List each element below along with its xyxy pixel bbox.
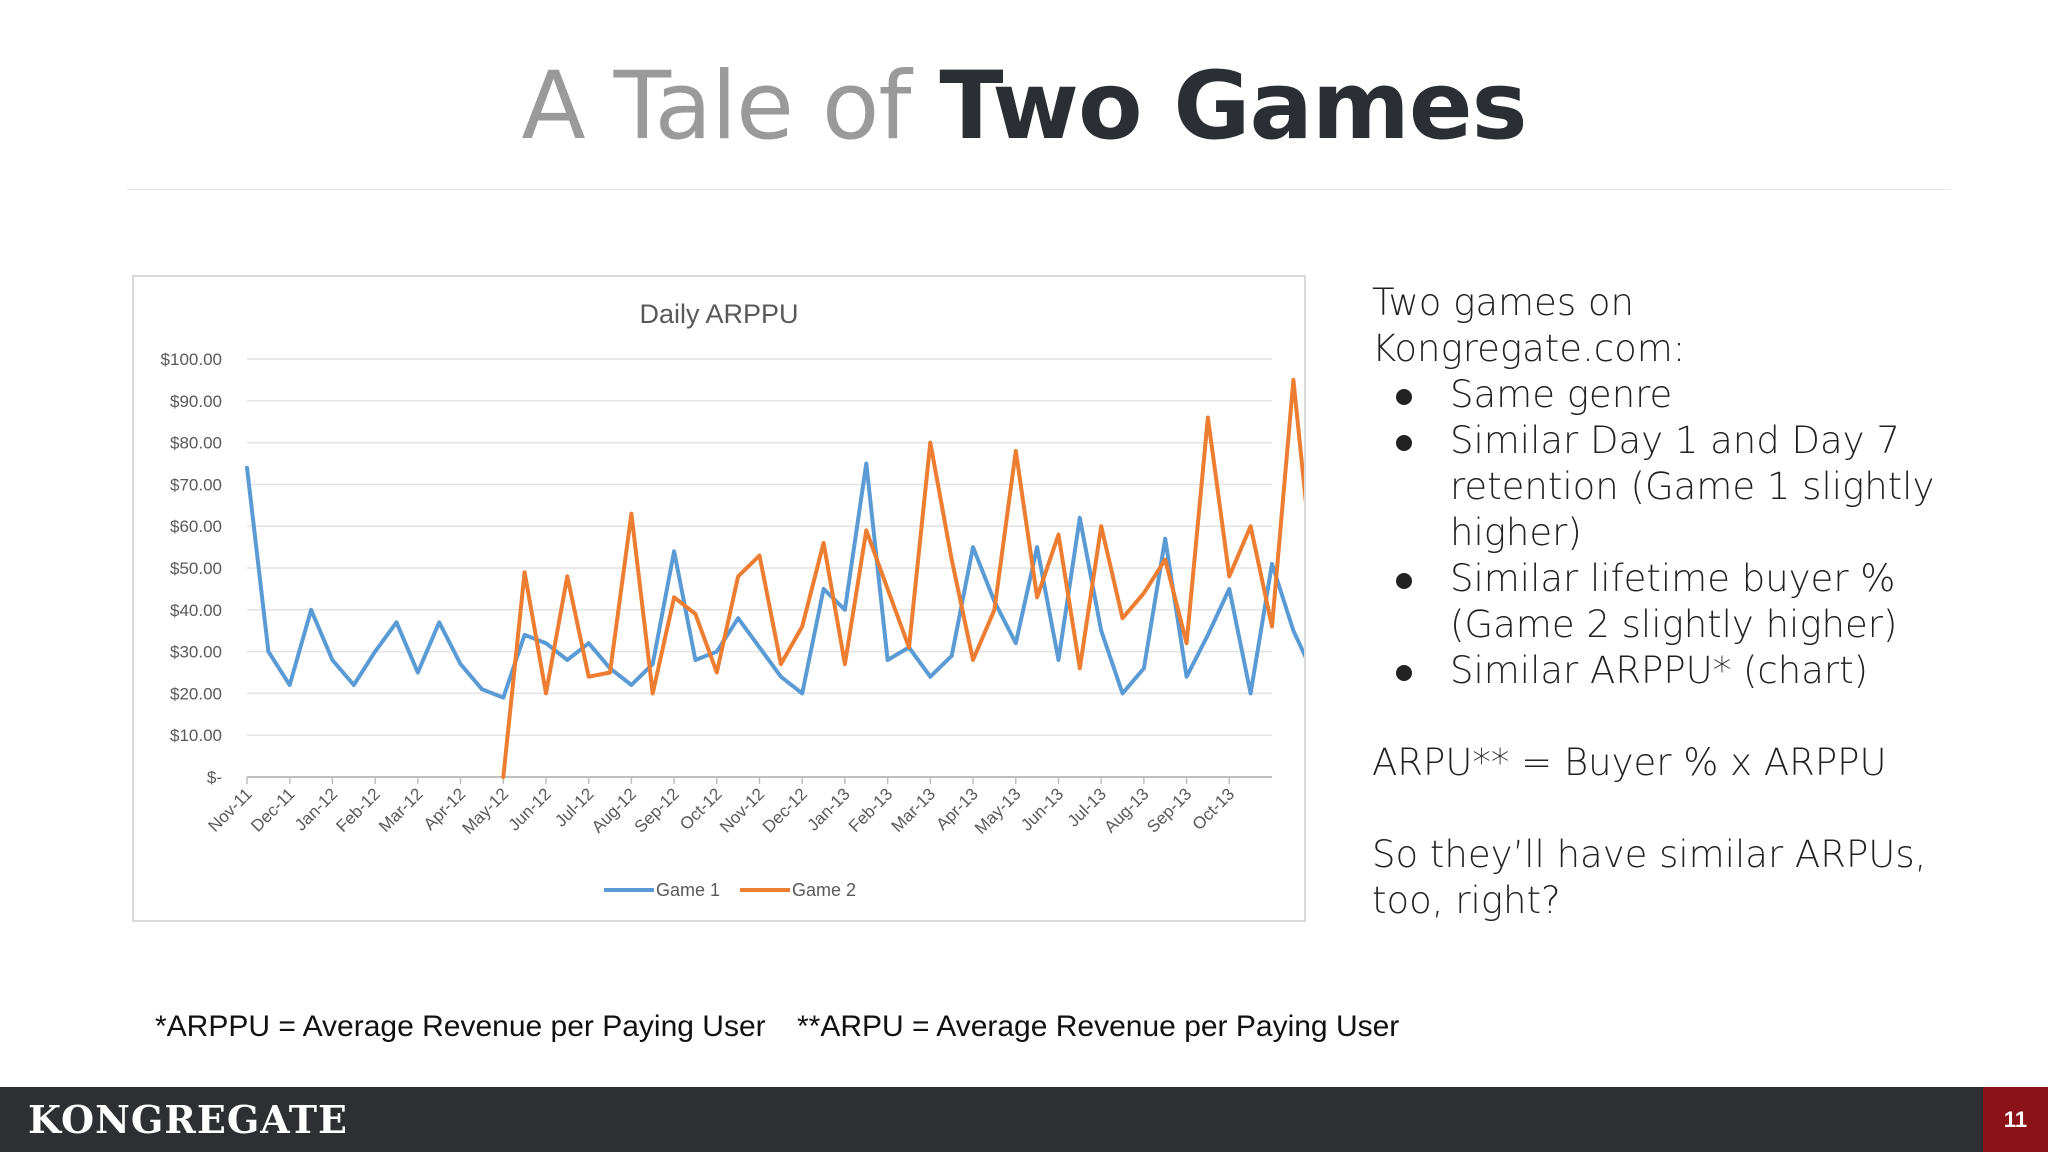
title-divider	[127, 189, 1951, 190]
bullet-dot	[1396, 435, 1412, 451]
y-tick-label: $100.00	[161, 350, 222, 369]
y-tick-label: $90.00	[170, 392, 222, 411]
footer-bar: KONGREGATE 11	[0, 1087, 2048, 1152]
spacer	[1372, 786, 1992, 832]
y-tick-label: $10.00	[170, 726, 222, 745]
bullet-text: Similar Day 1 and Day 7	[1450, 419, 1900, 462]
legend-label-game-2: Game 2	[792, 880, 856, 900]
slide-title: A Tale of Two Games	[0, 52, 2048, 162]
bullet-item: Same genre	[1372, 372, 1992, 418]
x-tick-label: Mar-13	[888, 784, 940, 836]
legend-label-game-1: Game 1	[656, 880, 720, 900]
x-tick-label: Dec-11	[247, 784, 298, 835]
y-tick-label: $60.00	[170, 517, 222, 536]
footnote-arpu: **ARPU = Average Revenue per Paying User	[797, 1010, 1400, 1043]
bullet-dot	[1396, 573, 1412, 589]
bullet-text: higher)	[1450, 511, 1582, 554]
x-tick-label: Feb-13	[845, 784, 897, 836]
intro-line-1: Two games on	[1372, 281, 1634, 324]
question-line-1: So they’ll have similar ARPUs,	[1372, 833, 1927, 876]
y-tick-label: $20.00	[170, 684, 222, 703]
y-tick-label: $70.00	[170, 475, 222, 494]
x-tick-label: Aug-13	[1100, 784, 1152, 836]
x-tick-label: Jun-12	[505, 784, 555, 834]
bullet-text: Same genre	[1450, 373, 1673, 416]
spacer	[1372, 694, 1992, 740]
x-tick-label: Sep-12	[631, 784, 683, 836]
title-light: A Tale of	[521, 52, 940, 161]
bullet-text: Similar lifetime buyer %	[1450, 557, 1896, 600]
chart-frame: Daily ARPPU $- $10.00 $20.00 $30.00 $40.00 $5…	[132, 275, 1306, 922]
bullet-item: Similar ARPPU* (chart)	[1372, 648, 1992, 694]
bullet-text: (Game 2 slightly higher)	[1450, 603, 1898, 646]
bullet-dot	[1396, 389, 1412, 405]
x-tick-label: Nov-11	[205, 784, 256, 835]
y-tick-label: $80.00	[170, 434, 222, 453]
title-bold: Two Games	[939, 52, 1527, 161]
daily-arppu-chart: Daily ARPPU $- $10.00 $20.00 $30.00 $40.00 $5…	[161, 299, 1304, 900]
x-tick-label: Nov-12	[716, 784, 768, 836]
bullet-text: Similar ARPPU* (chart)	[1450, 649, 1869, 692]
x-tick-label: Sep-13	[1143, 784, 1195, 836]
x-tick-label: Jan-12	[291, 784, 341, 834]
x-tick-label: Mar-12	[375, 784, 427, 836]
chart-grid	[247, 358, 1272, 778]
page-number: 11	[1983, 1087, 2048, 1152]
x-tick-label: May-13	[971, 784, 1025, 838]
y-tick-label: $50.00	[170, 559, 222, 578]
x-tick-label: Feb-12	[332, 784, 384, 836]
bullet-text: retention (Game 1 slightly	[1450, 465, 1935, 508]
x-tick-label: Oct-13	[1189, 784, 1239, 834]
y-tick-label: $40.00	[170, 601, 222, 620]
bullet-list: Same genre Similar Day 1 and Day 7 retent…	[1372, 372, 1992, 694]
bullet-item: Similar Day 1 and Day 7 retention (Game 1…	[1372, 418, 1992, 556]
footnote-arppu: *ARPPU = Average Revenue per Paying User	[155, 1010, 766, 1043]
kongregate-logo: KONGREGATE	[28, 1097, 348, 1142]
series-line-game-2	[501, 377, 1304, 779]
formula-text: ARPU** = Buyer % x ARPPU	[1372, 741, 1887, 784]
chart-legend: Game 1 Game 2	[604, 880, 856, 900]
chart-title: Daily ARPPU	[639, 299, 798, 329]
x-tick-label: Aug-12	[588, 784, 640, 836]
chart-axes: $- $10.00 $20.00 $30.00 $40.00 $50.00 $60.00 $7…	[161, 350, 1239, 838]
bullet-dot	[1396, 665, 1412, 681]
x-tick-label: May-12	[459, 784, 513, 838]
x-tick-label: Jun-13	[1017, 784, 1067, 834]
bullet-panel: Two games on Kongregate.com: Same genre …	[1372, 280, 1992, 924]
y-tick-label: $-	[207, 768, 222, 787]
series-line-game-1	[245, 461, 1304, 700]
x-tick-label: Jan-13	[804, 784, 854, 834]
x-tick-label: Dec-12	[759, 784, 811, 836]
question-line-2: too, right?	[1372, 879, 1561, 922]
bullet-item: Similar lifetime buyer % (Game 2 slightly…	[1372, 556, 1992, 648]
chart-series	[245, 377, 1304, 779]
y-tick-label: $30.00	[170, 643, 222, 662]
intro-line-2: Kongregate.com:	[1372, 327, 1686, 370]
